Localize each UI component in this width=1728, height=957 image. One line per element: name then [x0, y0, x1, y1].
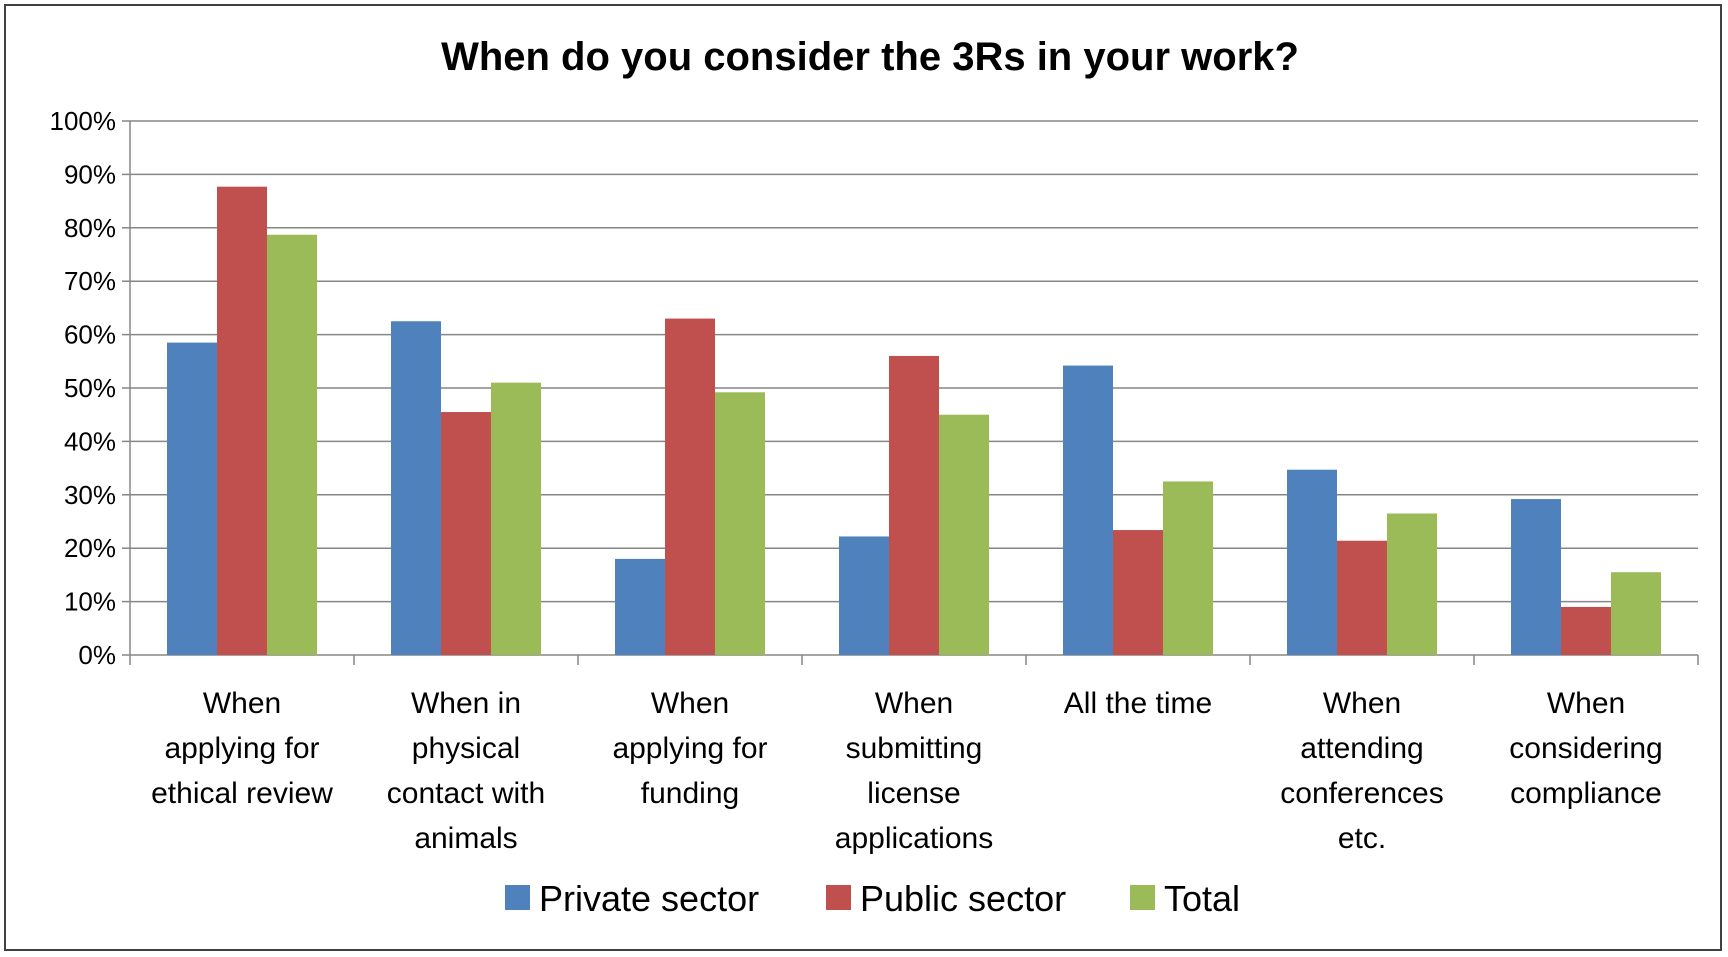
x-tick-label-line: applying for — [612, 732, 767, 765]
y-tick-label: 90% — [64, 159, 116, 189]
x-tick-labels: When applying for ethical review When in phy… — [151, 687, 1663, 855]
x-tick-label: All the time — [1064, 687, 1212, 720]
x-tick-label: When attending conferences etc. — [1280, 687, 1443, 855]
x-tick-label-line: physical — [412, 732, 520, 765]
y-tick-label: 20% — [64, 533, 116, 563]
y-tick-label: 60% — [64, 320, 116, 350]
bars — [167, 186, 1661, 655]
x-tick-label-line: When — [1547, 687, 1625, 720]
legend-swatch — [826, 885, 851, 910]
y-tick-label: 30% — [64, 480, 116, 510]
x-tick-label-line: submitting — [846, 732, 983, 765]
bar-public-sector — [1337, 540, 1387, 655]
x-tick-label-line: When — [1323, 687, 1401, 720]
legend-label: Total — [1164, 878, 1240, 919]
bar-private-sector — [1063, 365, 1113, 655]
bar-total — [1387, 513, 1437, 655]
x-tick-label-line: ethical review — [151, 777, 333, 810]
bar-private-sector — [615, 558, 665, 655]
legend-swatch — [1130, 885, 1155, 910]
legend: Private sector Public sector Total — [505, 878, 1240, 919]
bar-total — [1611, 572, 1661, 655]
x-tick-label-line: etc. — [1338, 822, 1386, 855]
bar-public-sector — [217, 186, 267, 655]
y-tick-label: 0% — [78, 640, 116, 670]
bar-total — [715, 392, 765, 655]
chart-title: When do you consider the 3Rs in your wor… — [441, 35, 1299, 79]
x-tick-label: When considering compliance — [1509, 687, 1662, 810]
bar-private-sector — [391, 321, 441, 655]
x-tick-label: When applying for funding — [612, 687, 767, 810]
x-tick-label-line: license — [867, 777, 960, 810]
bar-public-sector — [1561, 606, 1611, 655]
x-tick-label-line: attending — [1300, 732, 1423, 765]
bar-public-sector — [665, 318, 715, 655]
bar-total — [491, 382, 541, 655]
y-tick-label: 50% — [64, 373, 116, 403]
bar-public-sector — [889, 355, 939, 655]
x-tick-label-line: contact with — [387, 777, 545, 810]
y-tick-label: 100% — [50, 106, 117, 136]
x-tick-label-line: When — [875, 687, 953, 720]
x-tick-label-line: animals — [414, 822, 517, 855]
bar-total — [267, 234, 317, 655]
x-tick-label: When in physical contact with animals — [387, 687, 545, 855]
x-tick-label-line: conferences — [1280, 777, 1443, 810]
bar-public-sector — [441, 412, 491, 655]
y-tick-labels: 0% 10% 20% 30% 40% 50% 60% 70% 80% 90% 100% — [50, 106, 117, 670]
x-tick-label-line: When — [651, 687, 729, 720]
x-tick-label: When submitting license applications — [835, 687, 993, 855]
bar-total — [939, 414, 989, 655]
bar-public-sector — [1113, 530, 1163, 655]
bar-private-sector — [167, 342, 217, 655]
x-tick-label: When applying for ethical review — [151, 687, 333, 810]
x-tick-label-line: compliance — [1510, 777, 1662, 810]
y-tick-label: 70% — [64, 266, 116, 296]
bar-private-sector — [1287, 469, 1337, 655]
legend-label: Public sector — [860, 878, 1066, 919]
y-tick-label: 80% — [64, 213, 116, 243]
y-tick-label: 10% — [64, 587, 116, 617]
legend-label: Private sector — [539, 878, 759, 919]
bar-private-sector — [839, 536, 889, 655]
bar-total — [1163, 481, 1213, 655]
x-tick-label-line: When in — [411, 687, 521, 720]
x-tick-label-line: funding — [641, 777, 739, 810]
x-tick-label-line: considering — [1509, 732, 1662, 765]
bar-private-sector — [1511, 499, 1561, 655]
x-tick-label-line: applications — [835, 822, 993, 855]
x-tick-label-line: All the time — [1064, 687, 1212, 720]
y-tick-label: 40% — [64, 426, 116, 456]
x-tick-label-line: When — [203, 687, 281, 720]
legend-swatch — [505, 885, 530, 910]
x-tick-label-line: applying for — [164, 732, 319, 765]
